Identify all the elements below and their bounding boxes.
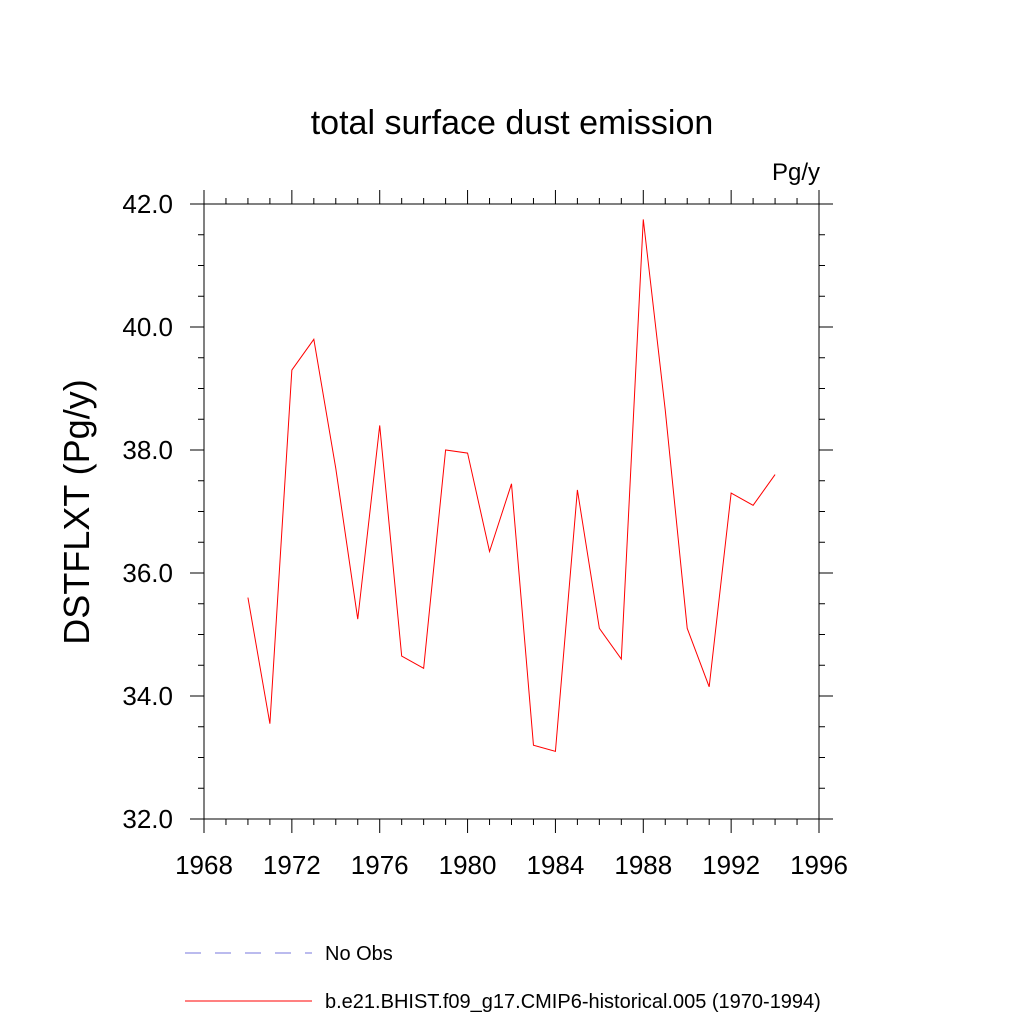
legend-label-model: b.e21.BHIST.f09_g17.CMIP6-historical.005… xyxy=(325,991,821,1013)
plot-frame xyxy=(203,203,820,820)
y-tick-label: 32.0 xyxy=(122,804,173,834)
x-tick-label: 1984 xyxy=(527,850,585,880)
x-tick-label: 1976 xyxy=(351,850,409,880)
series-line xyxy=(247,219,776,752)
tick-labels: 1968 1972 1976 1980 1984 1988 1992 1996 32.0 34.0… xyxy=(122,189,848,880)
y-tick-label: 38.0 xyxy=(122,435,173,465)
y-tick-label: 36.0 xyxy=(122,558,173,588)
x-tick-label: 1996 xyxy=(790,850,848,880)
y-tick-label: 34.0 xyxy=(122,681,173,711)
axis-ticks xyxy=(190,190,833,833)
x-tick-label: 1980 xyxy=(439,850,497,880)
legend-label-no-obs: No Obs xyxy=(325,943,393,965)
x-tick-label: 1968 xyxy=(175,850,233,880)
x-tick-label: 1992 xyxy=(702,850,760,880)
units-label: Pg/y xyxy=(772,159,820,186)
legend: No Obs b.e21.BHIST.f09_g17.CMIP6-histori… xyxy=(185,943,821,1013)
x-tick-label: 1988 xyxy=(614,850,672,880)
y-tick-label: 42.0 xyxy=(122,189,173,219)
x-tick-label: 1972 xyxy=(263,850,321,880)
y-axis-label: DSTFLXT (Pg/y) xyxy=(56,379,97,644)
y-tick-label: 40.0 xyxy=(122,312,173,342)
chart-title: total surface dust emission xyxy=(311,104,714,142)
